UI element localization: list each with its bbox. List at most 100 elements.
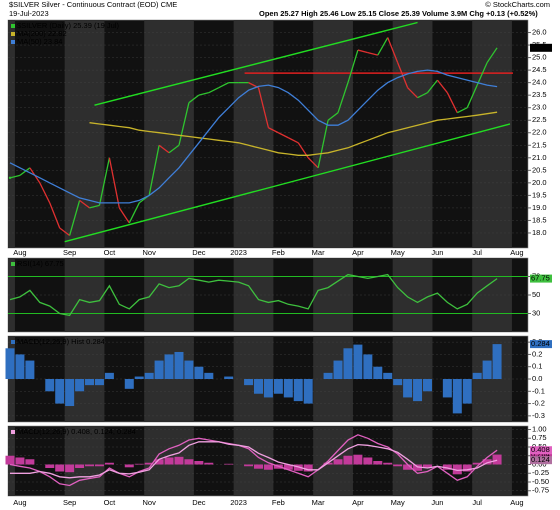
histogram-bar bbox=[65, 464, 75, 473]
histogram-bar bbox=[462, 379, 472, 404]
price-segment bbox=[426, 79, 438, 94]
price-segment bbox=[278, 132, 289, 139]
price-segment bbox=[59, 227, 71, 236]
histogram-bar bbox=[482, 459, 492, 465]
price-segment bbox=[148, 145, 160, 196]
y-tick-label: 50 bbox=[532, 290, 540, 299]
histogram-bar bbox=[15, 457, 25, 465]
last-value-box bbox=[530, 274, 552, 283]
y-tick-label: 23.5 bbox=[532, 90, 547, 99]
panel-title: MACD(12,26,9) 0.408, 0.124, 0.284 bbox=[17, 427, 136, 436]
price-segment bbox=[476, 62, 488, 86]
histogram-bar bbox=[303, 379, 313, 404]
month-band bbox=[233, 426, 274, 496]
histogram-bar bbox=[263, 464, 273, 470]
histogram-bar bbox=[55, 379, 65, 404]
month-band bbox=[233, 20, 274, 248]
y-tick-label: 21.0 bbox=[532, 153, 547, 162]
price-segment bbox=[188, 94, 200, 104]
x-tick-label: Nov bbox=[142, 498, 156, 507]
date: 19-Jul-2023 bbox=[9, 9, 49, 18]
y-tick-label: 19.0 bbox=[532, 203, 547, 212]
histogram-bar bbox=[283, 464, 293, 470]
x-tick-label: Oct bbox=[104, 498, 117, 507]
x-tick-label: Nov bbox=[142, 248, 156, 257]
price-segment bbox=[446, 92, 458, 113]
x-tick-label: Sep bbox=[63, 498, 76, 507]
histogram-bar bbox=[383, 372, 393, 379]
histogram-bar bbox=[55, 464, 65, 472]
histogram-bar bbox=[403, 379, 413, 398]
histogram-bar bbox=[104, 462, 114, 465]
histogram-bar bbox=[363, 354, 373, 379]
last-value-label: 0.124 bbox=[531, 455, 550, 464]
y-tick-label: 25.0 bbox=[532, 53, 547, 62]
histogram-bar bbox=[442, 379, 452, 398]
x-tick-label: 2023 bbox=[230, 248, 247, 257]
price-segment bbox=[168, 144, 180, 154]
histogram-bar bbox=[85, 379, 95, 386]
histogram-bar bbox=[25, 459, 35, 465]
series-line bbox=[9, 434, 498, 487]
histogram-bar bbox=[104, 372, 114, 379]
price-segment bbox=[19, 167, 31, 176]
histogram-bar bbox=[94, 464, 104, 467]
y-tick-label: 0.0 bbox=[532, 374, 542, 383]
histogram-bar bbox=[154, 360, 164, 379]
y-tick-label: 22.0 bbox=[532, 128, 547, 137]
histogram-bar bbox=[254, 464, 263, 469]
histogram-bar bbox=[492, 454, 502, 465]
price-segment bbox=[288, 137, 299, 144]
histogram-bar bbox=[224, 376, 234, 379]
x-tick-label: Aug bbox=[13, 498, 26, 507]
y-tick-label: 21.5 bbox=[532, 140, 547, 149]
x-tick-label: Dec bbox=[192, 498, 206, 507]
y-tick-label: 23.0 bbox=[532, 103, 547, 112]
histogram-bar bbox=[75, 464, 85, 468]
histogram-bar bbox=[323, 462, 333, 465]
price-segment bbox=[118, 207, 130, 224]
histogram-bar bbox=[293, 464, 303, 471]
price-segment bbox=[317, 120, 329, 168]
price-segment bbox=[466, 84, 478, 108]
y-tick-label: 20.0 bbox=[532, 178, 547, 187]
histogram-bar bbox=[184, 459, 194, 465]
x-tick-label: May bbox=[391, 248, 405, 257]
last-value-label: 67.75 bbox=[531, 274, 550, 283]
x-tick-label: Dec bbox=[192, 248, 206, 257]
histogram-bar bbox=[194, 366, 204, 379]
histogram-bar bbox=[422, 379, 432, 392]
month-band bbox=[472, 20, 512, 248]
y-tick-label: 19.5 bbox=[532, 190, 547, 199]
series-line bbox=[10, 441, 498, 479]
histogram-bar bbox=[5, 455, 15, 465]
histogram-bar bbox=[422, 464, 432, 468]
x-tick-label: Jul bbox=[472, 248, 482, 257]
panel-title: MACD(12,26,9) Hist 0.284 bbox=[17, 337, 105, 346]
histogram-bar bbox=[244, 464, 254, 467]
price-segment bbox=[108, 157, 120, 209]
histogram-bar bbox=[393, 464, 403, 467]
y-tick-label: 24.5 bbox=[532, 65, 547, 74]
histogram-bar bbox=[244, 379, 254, 386]
last-value-label: 0.284 bbox=[531, 339, 550, 348]
histogram-bar bbox=[154, 459, 164, 465]
histogram-bar bbox=[413, 464, 423, 471]
y-tick-label: -0.1 bbox=[532, 386, 545, 395]
legend-entry: MA(50) 23.84 bbox=[17, 37, 62, 46]
month-band bbox=[392, 426, 433, 496]
histogram-bar bbox=[15, 354, 25, 379]
y-tick-label: 0.75 bbox=[532, 433, 547, 442]
y-tick-label: 18.5 bbox=[532, 215, 547, 224]
histogram-bar bbox=[333, 360, 343, 379]
panel-title: RSI(14) 67.75 bbox=[17, 259, 64, 268]
histogram-bar bbox=[65, 379, 75, 407]
x-tick-label: Oct bbox=[104, 248, 117, 257]
x-tick-label: Aug bbox=[510, 498, 523, 507]
histogram-bar bbox=[472, 372, 482, 379]
histogram-bar bbox=[194, 461, 204, 465]
price-segment bbox=[79, 199, 90, 209]
histogram-bar bbox=[323, 372, 333, 379]
histogram-bar bbox=[94, 379, 104, 386]
